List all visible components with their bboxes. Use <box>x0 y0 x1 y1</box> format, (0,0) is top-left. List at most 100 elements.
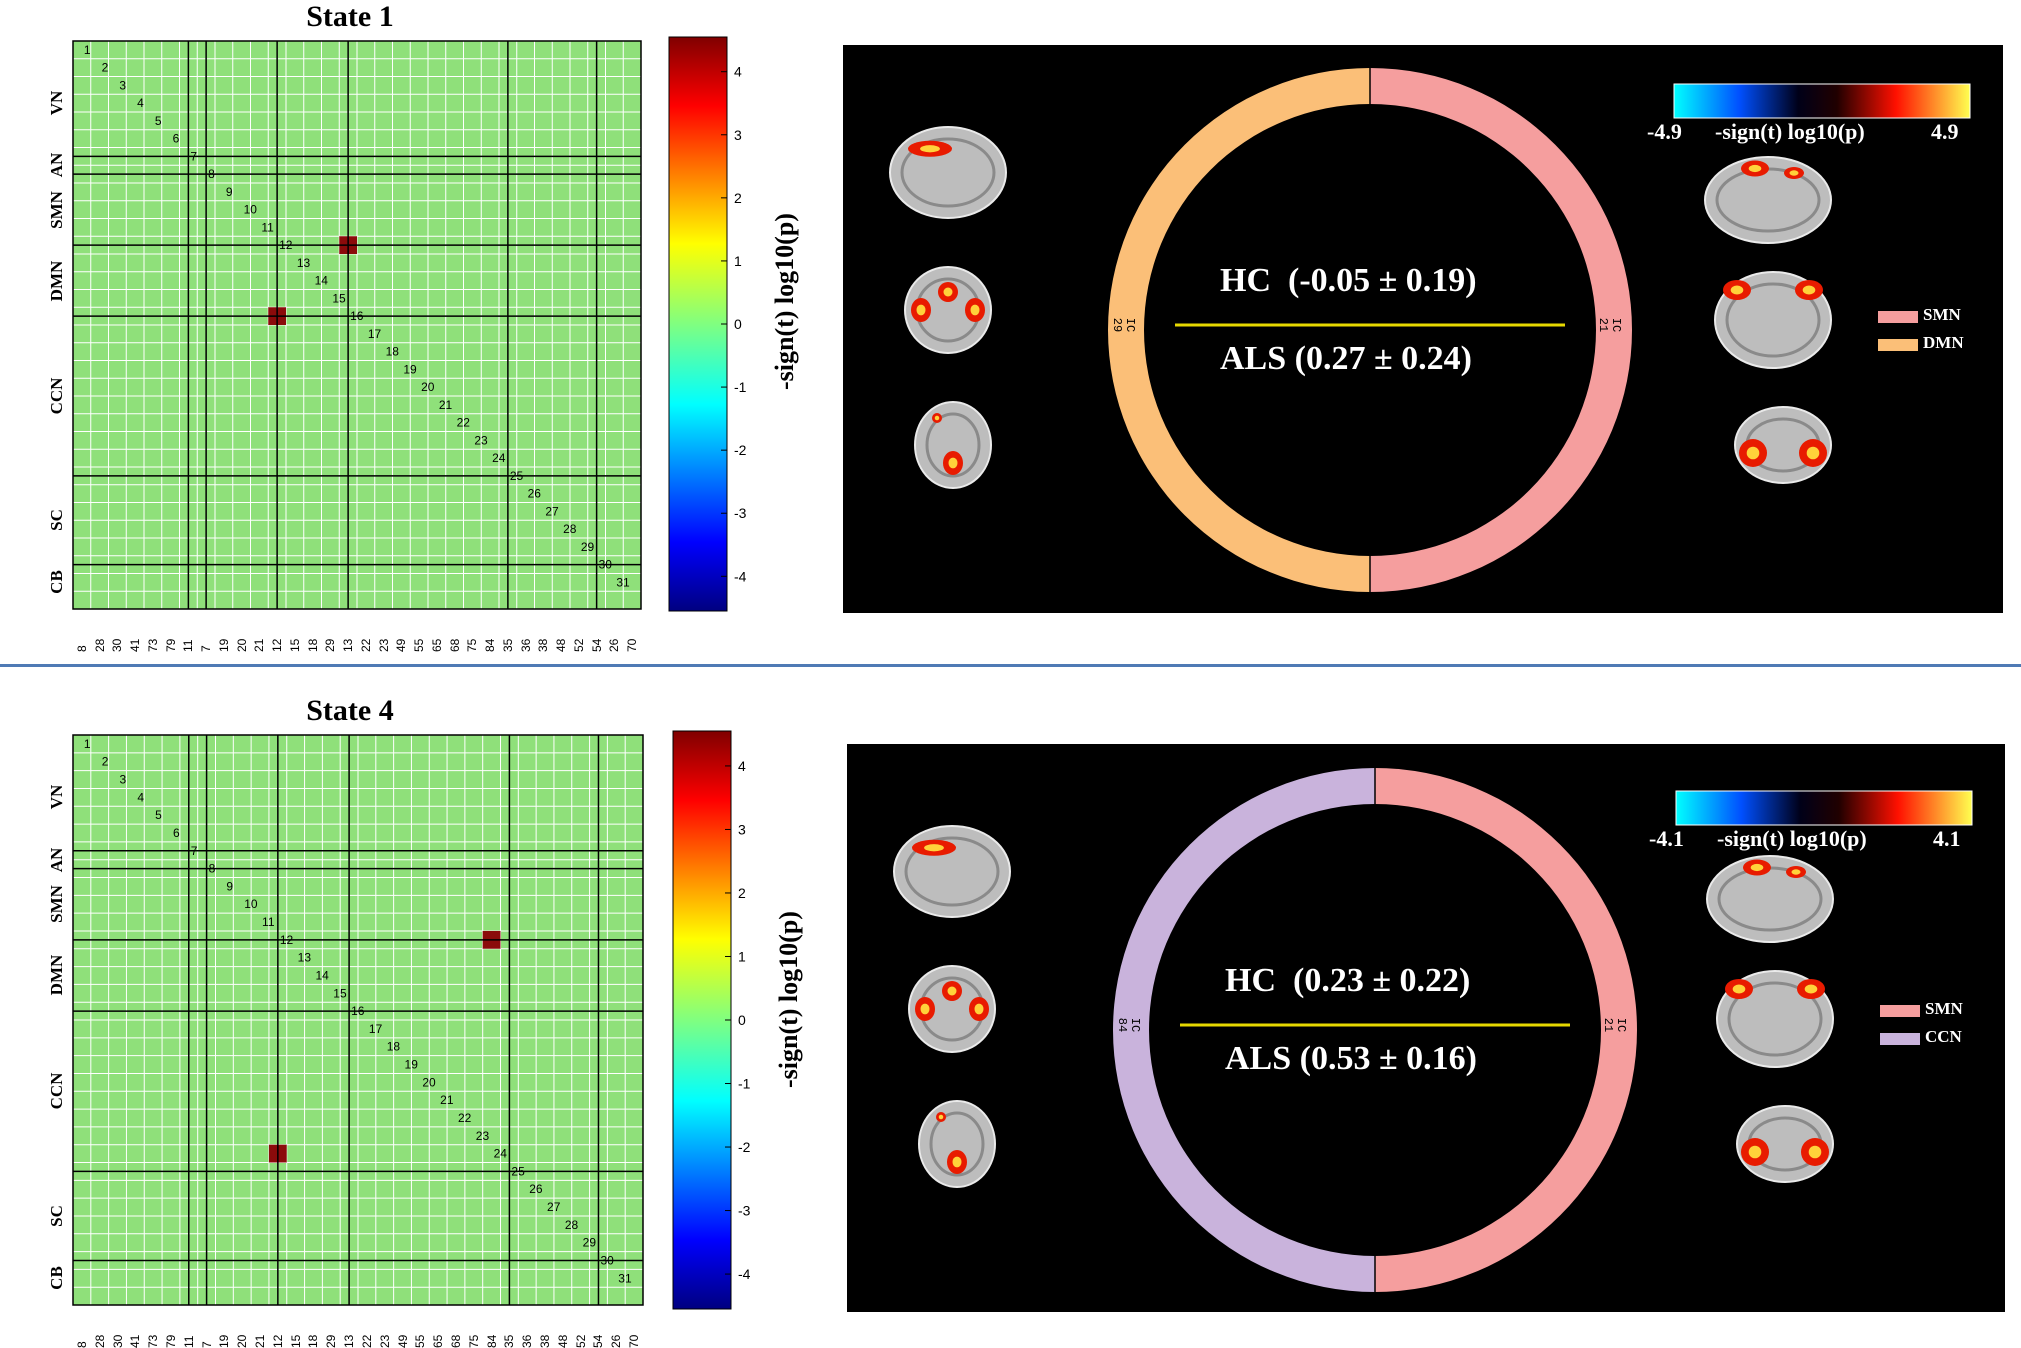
diagonal-label: 10 <box>244 897 258 911</box>
diagonal-label: 17 <box>368 327 382 341</box>
diagonal-label: 2 <box>102 755 109 769</box>
hc-label: HC <box>1220 262 1288 299</box>
colorbar-label: -sign(t) log10(p) <box>774 911 804 1088</box>
colorbar-tick-label: -2 <box>738 1139 751 1155</box>
brain-connectivity-panel: IC 84 IC 21 HC (0.23 ± 0.22) ALS (0.53 ± 0.… <box>847 744 2005 1312</box>
diagonal-label: 29 <box>583 1236 597 1250</box>
legend-swatch-dmn <box>1878 339 1918 351</box>
connectivity-matrix: 1234567891011121314151617181920212223242… <box>72 734 644 1306</box>
network-label-sc: SC <box>47 509 66 532</box>
brain-slice-detail <box>1727 981 1823 1057</box>
x-tick-label: 79 <box>163 1334 178 1348</box>
colorbar-tick-label: 3 <box>734 127 742 143</box>
diagonal-label: 7 <box>191 844 198 858</box>
hc-stat: (-0.05 ± 0.19) <box>1288 262 1477 299</box>
x-tick-label: 12 <box>270 638 285 652</box>
legend-swatch-smn <box>1878 311 1918 323</box>
colorbar-tick-label: -2 <box>734 442 747 458</box>
brain-connectivity-panel: IC 29 IC 21 HC (-0.05 ± 0.19) ALS (0.27 ± 0… <box>843 45 2003 613</box>
x-tick-label: 26 <box>609 1334 624 1348</box>
x-tick-label: 22 <box>358 638 373 652</box>
brain-axial-left <box>918 1100 996 1188</box>
x-tick-label: 21 <box>252 638 267 652</box>
als-stat: (0.27 ± 0.24) <box>1294 340 1472 377</box>
x-tick-label: 23 <box>376 638 391 652</box>
ring-right-half <box>1370 68 1632 592</box>
x-tick-label: 30 <box>110 638 125 652</box>
hc-value: HC (0.23 ± 0.22) <box>1225 962 1470 1000</box>
activation-core <box>943 287 953 297</box>
legend-label-ccn: CCN <box>1925 1027 1962 1046</box>
x-tick-label: 70 <box>627 1334 642 1348</box>
x-tick-label: 22 <box>359 1334 374 1348</box>
state-1-panel: State 1 1 2 3 4 5 6 7 8 9 10 11 12 13 14 15 16 17 18 19 20 21… <box>0 0 2021 668</box>
network-label-dmn: DMN <box>47 260 66 301</box>
legend-label-smn: SMN <box>1925 999 1963 1018</box>
diagonal-label: 14 <box>315 274 329 288</box>
activation-core <box>1748 164 1762 173</box>
diagonal-label: 31 <box>616 575 630 589</box>
x-tick-label: 75 <box>465 638 480 652</box>
colorbar-label-text: -sign(t) log10(p) <box>770 213 799 390</box>
x-tick-label: 18 <box>306 1334 321 1348</box>
x-tick-label: 7 <box>199 1341 214 1348</box>
diagonal-label: 28 <box>563 522 577 536</box>
x-tick-label: 49 <box>395 1334 410 1348</box>
x-tick-label: 38 <box>536 638 551 652</box>
colorbar-gradient <box>672 730 732 1310</box>
diagonal-label: 19 <box>405 1058 419 1072</box>
diagonal-label: 11 <box>262 915 275 929</box>
diagonal-label: 30 <box>599 558 613 572</box>
activation-core <box>952 1156 962 1168</box>
activation-core <box>924 844 944 852</box>
brain-slice-shape <box>893 825 1011 918</box>
diagonal-label: 18 <box>387 1040 401 1054</box>
legend-label-smn: SMN <box>1923 305 1961 324</box>
matrix-border <box>72 734 644 1306</box>
state-title: State 4 <box>306 694 394 727</box>
diagonal-label: 12 <box>279 238 293 252</box>
colorbar-label-text: -sign(t) log10(p) <box>774 911 803 1088</box>
colorbar-tick-label: -4 <box>738 1266 751 1282</box>
state-title: State 1 <box>306 0 394 33</box>
brain-slice-detail <box>900 137 996 208</box>
activation-core <box>1804 984 1818 994</box>
x-tick-label: 20 <box>234 638 249 652</box>
x-tick-label: 13 <box>342 1334 357 1348</box>
colorbar-tick-label: 0 <box>738 1012 746 1028</box>
x-tick-label: 18 <box>305 638 320 652</box>
network-label-an: AN <box>47 847 66 872</box>
diagonal-label: 12 <box>280 933 294 947</box>
diagonal-label: 24 <box>494 1147 508 1161</box>
brain-slice-shape <box>1706 855 1834 943</box>
scale-max: 4.9 <box>1931 119 1959 144</box>
x-tick-label: 15 <box>288 1334 303 1348</box>
network-label-smn: SMN <box>47 885 66 924</box>
activation-core <box>1789 170 1799 176</box>
diagonal-label: 4 <box>137 790 144 804</box>
scale-label: -sign(t) log10(p) <box>1715 119 1865 144</box>
x-tick-label: 8 <box>74 1341 89 1348</box>
diagonal-label: 9 <box>226 185 233 199</box>
x-tick-label: 19 <box>216 638 231 652</box>
diagonal-label: 4 <box>137 96 144 110</box>
scale-min: -4.1 <box>1649 826 1684 851</box>
x-tick-label: 21 <box>253 1334 268 1348</box>
activation-core <box>1730 285 1744 295</box>
x-tick-label: 68 <box>448 1334 463 1348</box>
diagonal-label: 6 <box>173 826 180 840</box>
activation-core <box>1808 1145 1822 1159</box>
diagonal-label: 31 <box>618 1271 632 1285</box>
x-tick-label: 11 <box>181 1335 196 1348</box>
x-tick-label: 15 <box>287 638 302 652</box>
x-tick-label: 52 <box>573 1334 588 1348</box>
als-value: ALS (0.27 ± 0.24) <box>1220 340 1472 378</box>
ic-label-right: IC 21 <box>1596 317 1624 333</box>
x-tick-label: 55 <box>412 638 427 652</box>
brain-axial-left <box>914 401 992 489</box>
x-tick-label: 19 <box>217 1334 232 1348</box>
activation-scale-gradient <box>1675 790 1973 826</box>
ic-label-left: IC 29 <box>1110 317 1138 333</box>
x-tick-label: 26 <box>607 638 622 652</box>
diagonal-label: 26 <box>528 487 542 501</box>
